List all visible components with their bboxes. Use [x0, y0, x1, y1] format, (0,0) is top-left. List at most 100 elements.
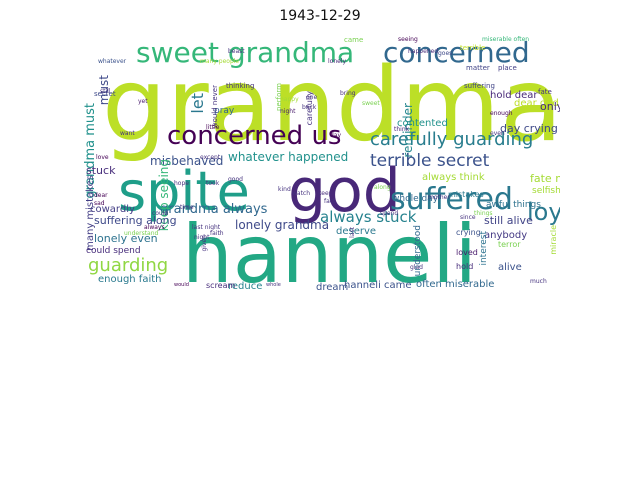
cloud-word: concerned us	[167, 121, 342, 151]
cloud-word: let	[188, 93, 207, 114]
cloud-word: day crying	[500, 122, 558, 135]
cloud-word: glad	[410, 264, 423, 271]
cloud-word: terrible secret	[370, 151, 490, 171]
cloud-word: lonely even	[94, 232, 158, 245]
cloud-word: grandma	[102, 46, 560, 165]
cloud-word: enough	[490, 110, 513, 117]
cloud-word: even	[490, 130, 505, 137]
cloud-word: spite	[118, 160, 250, 223]
cloud-word: interest	[479, 231, 489, 266]
cloud-word: along	[374, 184, 391, 191]
cloud-word: many people	[200, 58, 240, 65]
cloud-word: awful things	[486, 200, 541, 210]
cloud-word: miracle	[549, 225, 558, 255]
cloud-word: would never	[211, 85, 219, 129]
cloud-word: understand	[124, 230, 159, 237]
cloud-word: happened	[408, 48, 439, 55]
cloud-word: kind	[278, 186, 291, 193]
cloud-word: terror	[498, 240, 521, 249]
cloud-word: reduce	[228, 281, 263, 292]
cloud-word: could spend	[86, 246, 141, 256]
cloud-word: crying	[456, 228, 481, 237]
cloud-word: back	[302, 104, 317, 111]
cloud-word: whole day	[392, 194, 439, 204]
cloud-word: bring	[340, 90, 356, 97]
cloud-word: only	[540, 100, 560, 113]
cloud-word: loved	[456, 248, 478, 257]
cloud-word: love	[96, 154, 109, 161]
cloud-word: except	[200, 154, 221, 161]
cloud-word: fate might	[530, 172, 560, 185]
cloud-word: hold	[456, 262, 474, 271]
cloud-word: think	[394, 126, 410, 133]
cloud-word: dream	[316, 282, 349, 293]
cloud-word: time	[180, 204, 194, 211]
cloud-word: terrible	[460, 44, 486, 52]
cloud-word: yet	[138, 98, 148, 105]
cloud-word: night	[280, 108, 296, 115]
cloud-word: things	[474, 210, 493, 217]
cloud-word: still alive	[484, 214, 533, 227]
cloud-word: sad	[94, 200, 105, 207]
cloud-word: want	[120, 130, 135, 137]
cloud-word: mistakes	[448, 190, 484, 199]
cloud-word: god	[288, 156, 401, 226]
chart-title: 1943-12-29	[279, 8, 361, 24]
cloud-word: whatever	[98, 58, 127, 65]
cloud-word: always	[144, 224, 165, 231]
cloud-word: lonely	[328, 58, 347, 65]
cloud-word: could	[152, 210, 169, 217]
cloud-word: dear	[94, 192, 108, 199]
cloud-word: came	[344, 36, 364, 44]
cloud-word: watch	[292, 190, 311, 197]
word-cloud: grandma hanneli god spite sweet grandma conce…	[80, 35, 560, 295]
cloud-word: faith	[210, 230, 224, 237]
cloud-word: deserve	[336, 226, 377, 237]
cloud-word: still	[100, 88, 111, 95]
cloud-word: loyal	[527, 198, 560, 226]
cloud-word: pray	[214, 106, 235, 116]
cloud-word: last night	[192, 224, 221, 231]
cloud-word: fact	[324, 198, 336, 205]
cloud-word: sweet grandma	[136, 36, 355, 69]
cloud-word: suffering	[464, 82, 495, 90]
cloud-word: goes	[438, 50, 453, 57]
cloud-word: night	[194, 234, 210, 241]
cloud-word: suffering along	[94, 214, 177, 227]
cloud-word: carefully guarding	[370, 129, 534, 150]
cloud-word: selfish	[532, 186, 560, 196]
cloud-word: took	[206, 180, 220, 187]
cloud-word: hold dear	[490, 90, 538, 101]
cloud-word: given	[201, 235, 208, 252]
cloud-word: secret	[94, 90, 116, 98]
cloud-word: grandma always	[160, 202, 268, 217]
cloud-word: cowardly	[90, 204, 135, 215]
cloud-word: always think	[422, 172, 485, 183]
cloud-word: beast	[228, 48, 245, 55]
cloud-word: sweet	[362, 100, 380, 107]
cloud-word: dear god	[514, 98, 559, 109]
cloud-word: hanneli	[182, 208, 477, 295]
cloud-word: whatever happened	[228, 150, 349, 164]
cloud-word: mother	[428, 194, 450, 201]
cloud-word: seeing	[398, 36, 418, 43]
cloud-word: hanneli came	[344, 280, 412, 291]
cloud-word: much	[530, 278, 547, 285]
cloud-word: concerned	[383, 36, 530, 69]
cloud-word: would	[174, 282, 189, 288]
cloud-word: keep	[318, 190, 333, 197]
cloud-word: little	[206, 124, 220, 131]
cloud-word: fate	[538, 88, 552, 96]
cloud-word: guarding	[88, 255, 169, 276]
cloud-word: happy	[280, 96, 299, 103]
cloud-word: misbehaved	[150, 154, 224, 168]
cloud-word: contented	[397, 118, 448, 129]
cloud-word: since	[460, 214, 476, 221]
cloud-word: spend	[380, 210, 399, 217]
cloud-word: stuck	[86, 164, 116, 177]
cloud-word: day	[330, 132, 342, 139]
cloud-word: thinking	[226, 82, 255, 90]
cloud-word: lonely grandma	[235, 218, 330, 232]
cloud-word: always stuck	[320, 208, 417, 226]
cloud-word: hope	[174, 180, 189, 187]
